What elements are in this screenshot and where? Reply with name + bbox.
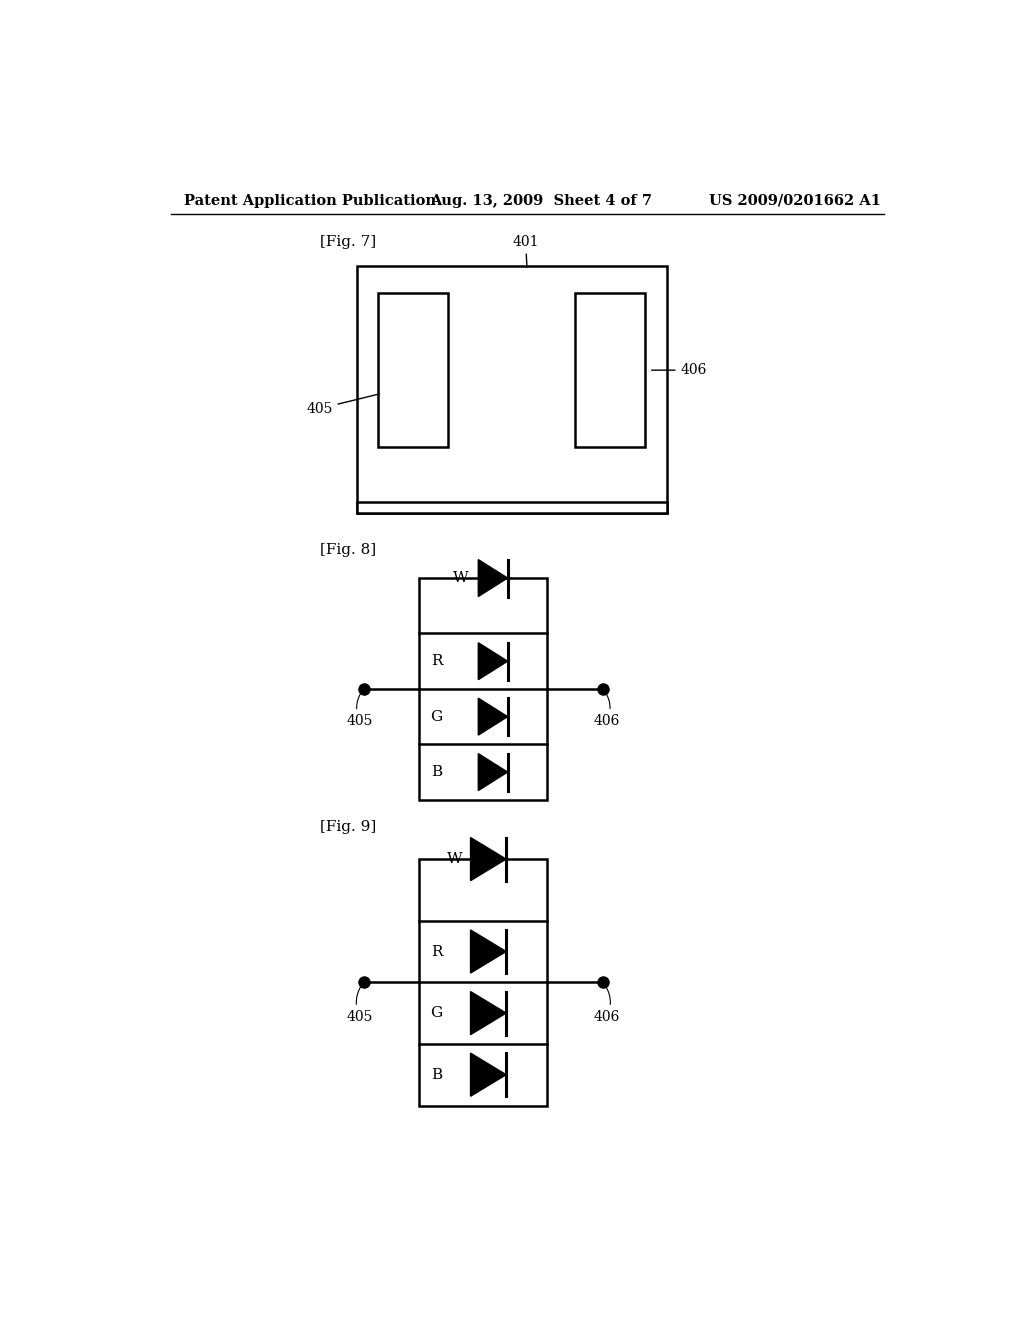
Text: B: B [431,766,442,779]
Text: 401: 401 [512,235,539,267]
Text: Patent Application Publication: Patent Application Publication [183,194,436,207]
Text: B: B [431,1068,442,1081]
Bar [356,267,667,512]
Text: 406: 406 [594,692,621,729]
Bar [378,293,449,447]
Polygon shape [471,991,506,1035]
Polygon shape [471,837,506,880]
Text: 406: 406 [594,985,621,1024]
Polygon shape [471,929,506,973]
Polygon shape [478,698,508,735]
Text: US 2009/0201662 A1: US 2009/0201662 A1 [710,194,882,207]
Text: 405: 405 [346,692,373,729]
Text: R: R [431,945,442,958]
Text: G: G [430,1006,442,1020]
Text: [Fig. 9]: [Fig. 9] [321,820,377,834]
Polygon shape [471,1053,506,1096]
Polygon shape [478,754,508,791]
Text: [Fig. 7]: [Fig. 7] [321,235,377,248]
Polygon shape [478,643,508,680]
Bar [420,578,547,800]
Text: W: W [447,853,463,866]
Text: 405: 405 [306,393,380,416]
Text: G: G [430,710,442,723]
Polygon shape [478,560,508,597]
Text: Aug. 13, 2009  Sheet 4 of 7: Aug. 13, 2009 Sheet 4 of 7 [430,194,652,207]
Bar [420,859,547,1106]
Bar [575,293,645,447]
Text: 405: 405 [346,985,373,1024]
Bar [356,502,667,512]
Text: W: W [454,572,469,585]
Text: 406: 406 [651,363,707,378]
Text: [Fig. 8]: [Fig. 8] [321,543,377,557]
Text: R: R [431,655,442,668]
